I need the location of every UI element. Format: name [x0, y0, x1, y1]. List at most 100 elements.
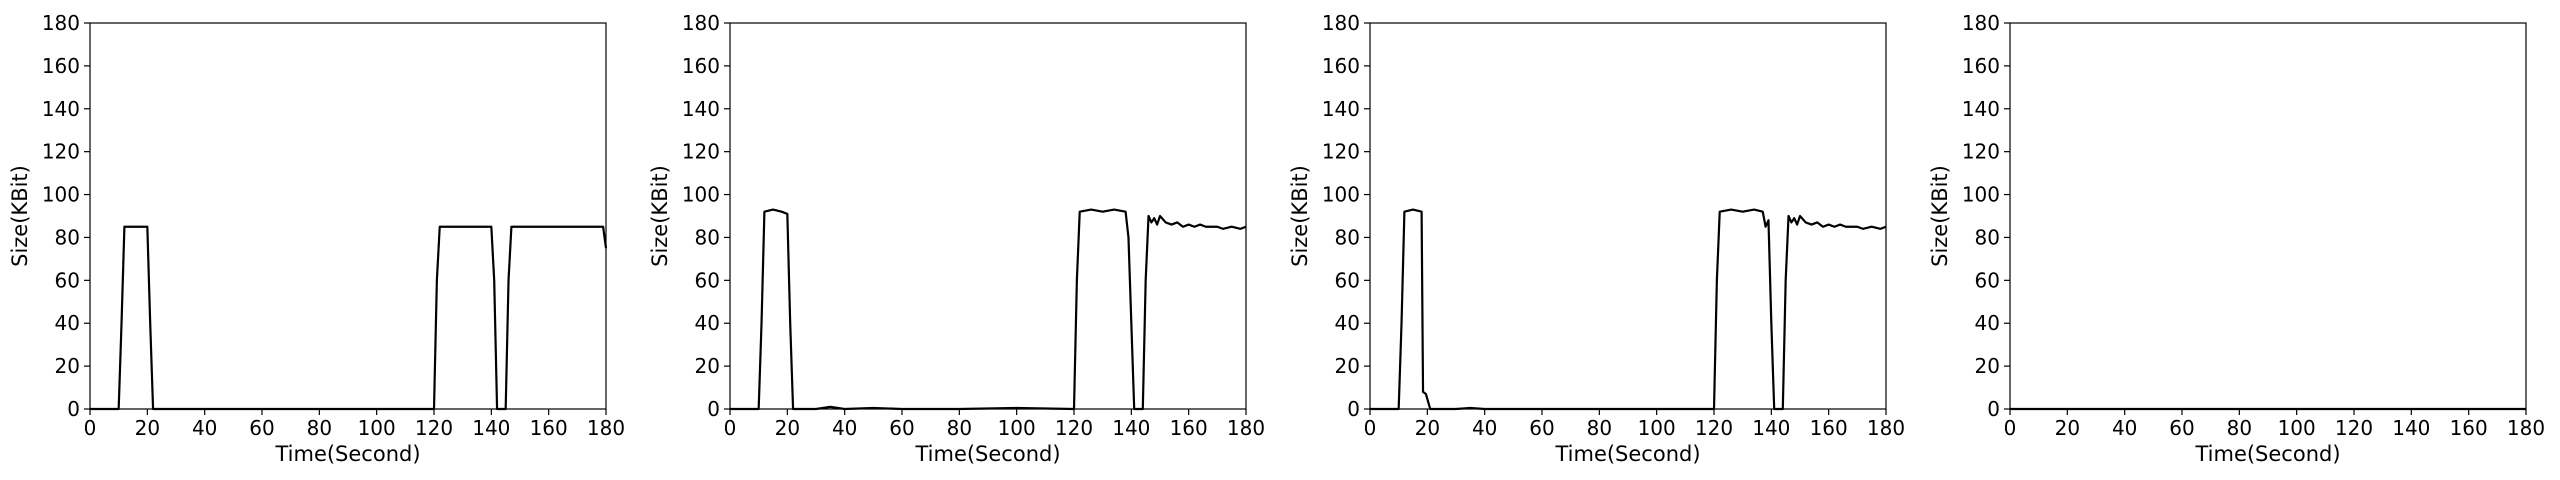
x-tick-label: 40: [2112, 416, 2137, 440]
x-tick-label: 0: [724, 416, 737, 440]
x-tick-label: 180: [1867, 416, 1905, 440]
x-tick-label: 120: [2335, 416, 2373, 440]
x-tick-label: 100: [2278, 416, 2316, 440]
y-axis-label: Size(KBit): [1288, 165, 1312, 267]
y-tick-label: 40: [695, 311, 720, 335]
x-tick-label: 0: [84, 416, 97, 440]
x-axis-label: Time(Second): [274, 442, 420, 466]
y-tick-label: 160: [42, 54, 80, 78]
y-tick-label: 140: [42, 97, 80, 121]
y-tick-label: 80: [1335, 225, 1360, 249]
x-tick-label: 120: [1055, 416, 1093, 440]
x-tick-label: 40: [192, 416, 217, 440]
plot-frame: [89, 22, 607, 410]
x-tick-label: 20: [135, 416, 160, 440]
y-tick-label: 140: [1322, 97, 1360, 121]
y-tick-label: 0: [67, 397, 80, 421]
chart-panel-1: 0 20 40 60 80 100 120 140 160 180 0 20 40 60 80 100 120 1…: [8, 11, 625, 466]
x-tick-label: 60: [2169, 416, 2194, 440]
x-axis-label: Time(Second): [914, 442, 1060, 466]
y-tick-label: 0: [1347, 397, 1360, 421]
series-line-1: [730, 208, 1247, 411]
x-tick-label: 140: [1752, 416, 1790, 440]
x-tick-label: 80: [947, 416, 972, 440]
x-tick-label: 180: [2507, 416, 2545, 440]
x-axis-label: Time(Second): [1554, 442, 1700, 466]
y-tick-label: 20: [55, 354, 80, 378]
x-tick-label: 20: [1415, 416, 1440, 440]
x-tick-label: 180: [587, 416, 625, 440]
y-tick-label: 60: [1335, 268, 1360, 292]
x-tick-label: 160: [1810, 416, 1848, 440]
y-tick-label: 100: [1962, 183, 2000, 207]
x-tick-label: 40: [1472, 416, 1497, 440]
x-tick-label: 80: [307, 416, 332, 440]
x-tick-label: 60: [249, 416, 274, 440]
y-tick-label: 40: [1975, 311, 2000, 335]
y-tick-label: 40: [55, 311, 80, 335]
x-axis-label: Time(Second): [2194, 442, 2340, 466]
y-tick-label: 20: [1335, 354, 1360, 378]
y-tick-label: 120: [1322, 140, 1360, 164]
y-tick-label: 120: [682, 140, 720, 164]
y-axis-label: Size(KBit): [1928, 165, 1952, 267]
y-tick-label: 100: [682, 183, 720, 207]
y-tick-label: 0: [1987, 397, 2000, 421]
x-tick-label: 40: [832, 416, 857, 440]
y-tick-label: 180: [1962, 11, 2000, 35]
y-tick-label: 100: [1322, 183, 1360, 207]
chart-panel-2: 0 20 40 60 80 100 120 140 160 180 0 20 40 60 80 100 120 1…: [648, 11, 1265, 466]
y-tick-label: 160: [1962, 54, 2000, 78]
x-tick-label: 0: [1364, 416, 1377, 440]
y-tick-label: 20: [1975, 354, 2000, 378]
x-tick-label: 80: [1587, 416, 1612, 440]
x-tick-label: 20: [775, 416, 800, 440]
y-tick-label: 180: [1322, 11, 1360, 35]
chart-panel-3: 0 20 40 60 80 100 120 140 160 180 0 20 40 60 80 100 120 1…: [1288, 11, 1905, 466]
x-tick-label: 60: [1529, 416, 1554, 440]
plot-frame: [729, 22, 1247, 410]
x-tick-label: 120: [415, 416, 453, 440]
series-line-1: [1370, 208, 1887, 411]
y-tick-label: 80: [695, 225, 720, 249]
y-tick-label: 160: [1322, 54, 1360, 78]
x-tick-label: 0: [2004, 416, 2017, 440]
series-line-1: [90, 225, 608, 411]
y-tick-label: 80: [1975, 225, 2000, 249]
y-tick-label: 40: [1335, 311, 1360, 335]
y-tick-label: 100: [42, 183, 80, 207]
chart-panel-4: 0 20 40 60 80 100 120 140 160 180 0 20 40 60 80 100 120 1…: [1928, 11, 2545, 466]
x-tick-label: 100: [358, 416, 396, 440]
y-tick-label: 20: [695, 354, 720, 378]
x-tick-label: 180: [1227, 416, 1265, 440]
y-tick-label: 180: [42, 11, 80, 35]
x-tick-label: 140: [2392, 416, 2430, 440]
plot-frame: [1369, 22, 1887, 410]
y-tick-label: 80: [55, 225, 80, 249]
x-tick-label: 160: [1170, 416, 1208, 440]
x-tick-label: 120: [1695, 416, 1733, 440]
y-tick-label: 160: [682, 54, 720, 78]
y-axis-label: Size(KBit): [8, 165, 32, 267]
x-tick-label: 100: [998, 416, 1036, 440]
x-tick-label: 160: [530, 416, 568, 440]
y-tick-label: 60: [695, 268, 720, 292]
y-tick-label: 140: [682, 97, 720, 121]
y-tick-label: 0: [707, 397, 720, 421]
x-tick-label: 140: [472, 416, 510, 440]
y-tick-label: 60: [55, 268, 80, 292]
y-tick-label: 60: [1975, 268, 2000, 292]
x-tick-label: 140: [1112, 416, 1150, 440]
x-tick-label: 100: [1638, 416, 1676, 440]
x-tick-label: 80: [2227, 416, 2252, 440]
x-tick-label: 20: [2055, 416, 2080, 440]
y-tick-label: 180: [682, 11, 720, 35]
plot-frame: [2009, 22, 2527, 410]
y-tick-label: 120: [1962, 140, 2000, 164]
y-axis-label: Size(KBit): [648, 165, 672, 267]
y-tick-label: 140: [1962, 97, 2000, 121]
y-tick-label: 120: [42, 140, 80, 164]
x-tick-label: 60: [889, 416, 914, 440]
x-tick-label: 160: [2450, 416, 2488, 440]
